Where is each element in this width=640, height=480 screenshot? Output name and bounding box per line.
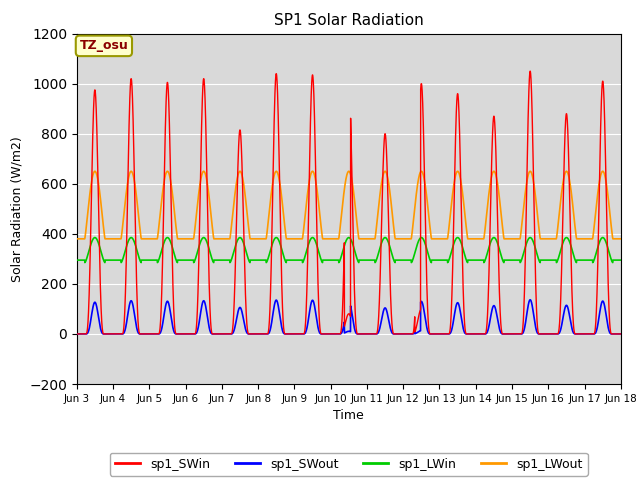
sp1_LWin: [471, 257, 479, 263]
sp1_SWout: [616, 331, 624, 337]
sp1_SWout: [440, 331, 448, 337]
sp1_SWout: [502, 331, 509, 337]
sp1_LWout: [171, 211, 179, 217]
sp1_SWout: [73, 331, 81, 337]
sp1_SWout: [526, 297, 534, 303]
sp1_LWout: [73, 236, 81, 242]
X-axis label: Time: Time: [333, 409, 364, 422]
sp1_LWin: [171, 253, 179, 259]
sp1_LWout: [616, 236, 624, 242]
Line: sp1_LWout: sp1_LWout: [77, 171, 621, 239]
sp1_LWout: [441, 236, 449, 242]
sp1_SWout: [328, 331, 336, 337]
sp1_SWout: [471, 331, 479, 337]
sp1_LWin: [616, 257, 624, 263]
Text: TZ_osu: TZ_osu: [79, 39, 128, 52]
sp1_SWin: [502, 331, 509, 337]
sp1_SWin: [328, 331, 336, 337]
sp1_LWout: [91, 168, 99, 174]
Y-axis label: Solar Radiation (W/m2): Solar Radiation (W/m2): [11, 136, 24, 282]
sp1_LWout: [471, 236, 479, 242]
sp1_SWout: [171, 330, 179, 336]
sp1_SWin: [526, 68, 534, 74]
Legend: sp1_SWin, sp1_SWout, sp1_LWin, sp1_LWout: sp1_SWin, sp1_SWout, sp1_LWin, sp1_LWout: [110, 453, 588, 476]
sp1_SWin: [616, 331, 624, 337]
sp1_LWin: [329, 257, 337, 263]
sp1_SWout: [617, 331, 625, 337]
Line: sp1_SWin: sp1_SWin: [77, 71, 621, 334]
sp1_SWin: [171, 322, 179, 328]
Line: sp1_SWout: sp1_SWout: [77, 300, 621, 334]
sp1_LWout: [329, 236, 337, 242]
Title: SP1 Solar Radiation: SP1 Solar Radiation: [274, 13, 424, 28]
sp1_LWin: [81, 260, 89, 265]
sp1_SWin: [73, 331, 81, 337]
sp1_LWin: [91, 235, 99, 240]
sp1_LWin: [441, 257, 449, 263]
sp1_LWin: [617, 257, 625, 263]
sp1_LWin: [502, 257, 509, 263]
Line: sp1_LWin: sp1_LWin: [77, 238, 621, 263]
sp1_SWin: [471, 331, 479, 337]
sp1_LWin: [73, 257, 81, 263]
sp1_LWout: [617, 236, 625, 242]
sp1_LWout: [502, 236, 509, 242]
sp1_SWin: [617, 331, 625, 337]
sp1_SWin: [440, 331, 448, 337]
